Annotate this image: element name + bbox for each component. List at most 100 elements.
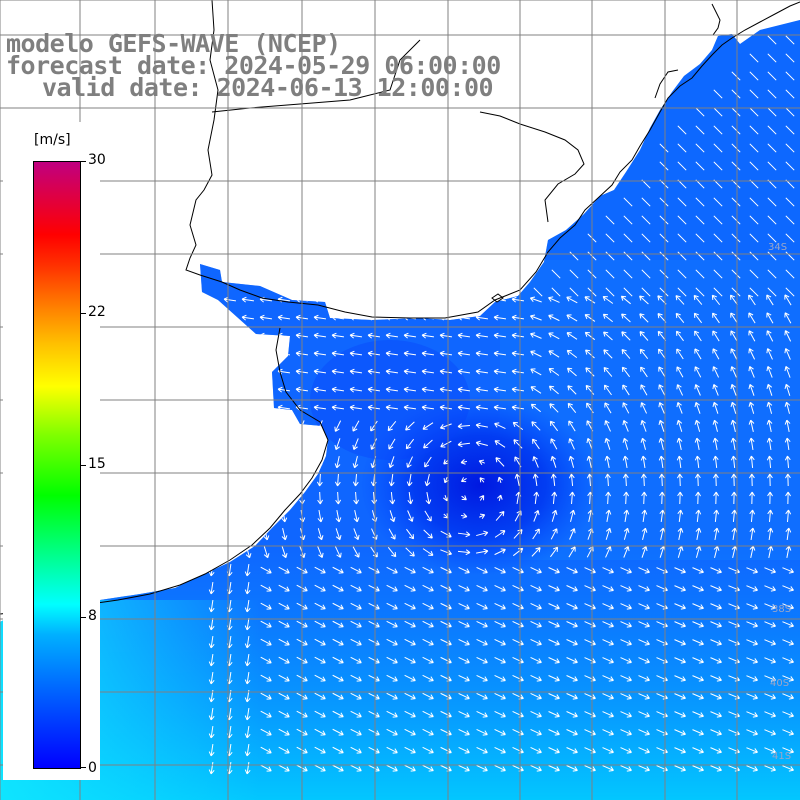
wind-arrow	[784, 312, 792, 324]
wind-arrow	[386, 638, 398, 646]
wind-arrow	[748, 419, 755, 432]
wind-arrow	[511, 332, 525, 339]
wind-arrow	[458, 746, 470, 754]
wind-arrow	[334, 456, 341, 469]
wind-arrow	[403, 296, 417, 303]
wind-arrow	[569, 528, 576, 540]
wind-arrow	[566, 349, 578, 358]
wind-arrow	[767, 53, 777, 63]
wind-arrow	[494, 728, 506, 736]
wind-arrow	[422, 422, 434, 430]
wind-arrow	[260, 710, 272, 718]
wind-arrow	[766, 455, 773, 469]
wind-arrow	[766, 401, 773, 414]
wind-arrow	[314, 764, 326, 772]
wind-arrow	[749, 233, 759, 243]
wind-arrow	[566, 332, 578, 340]
wind-arrow	[764, 585, 776, 592]
wind-arrow	[640, 366, 648, 378]
wind-arrow	[674, 585, 686, 592]
wind-arrow	[530, 675, 542, 682]
wind-arrow	[280, 438, 287, 451]
wind-arrow	[423, 529, 433, 539]
wind-arrow	[731, 197, 741, 207]
wind-arrow	[748, 312, 756, 324]
wind-arrow	[260, 566, 272, 574]
wind-arrow	[458, 566, 470, 574]
wind-arrow	[640, 384, 648, 396]
wind-arrow	[731, 269, 741, 279]
wind-arrow	[205, 368, 219, 375]
wind-arrow	[785, 125, 795, 135]
wind-arrow	[604, 473, 611, 487]
wind-arrow	[638, 675, 650, 682]
wind-arrow	[404, 692, 416, 700]
wind-arrow	[317, 528, 324, 541]
wind-arrow	[475, 332, 489, 339]
wind-arrow	[533, 510, 540, 522]
wind-arrow	[622, 455, 629, 468]
wind-arrow	[350, 566, 362, 574]
wind-arrow	[584, 296, 596, 304]
wind-arrow	[602, 621, 614, 628]
wind-arrow	[676, 419, 683, 432]
wind-arrow	[386, 584, 398, 592]
wind-arrow	[548, 693, 560, 700]
wind-arrow	[695, 233, 705, 243]
wind-arrow	[349, 368, 363, 375]
wind-arrow	[406, 528, 415, 540]
wind-arrow	[604, 455, 611, 468]
wind-arrow	[586, 455, 593, 468]
wind-arrow	[281, 491, 288, 505]
wind-arrow	[764, 693, 776, 700]
wind-arrow	[639, 295, 649, 305]
wind-arrow	[567, 402, 577, 413]
wind-arrow	[693, 294, 703, 305]
wind-arrow	[313, 314, 327, 321]
wind-arrow	[784, 455, 791, 469]
wind-arrow	[476, 746, 488, 754]
wind-arrow	[767, 215, 777, 225]
wind-arrow	[566, 296, 578, 304]
wind-arrow	[602, 729, 614, 736]
wind-arrow	[479, 477, 485, 483]
wind-arrow	[692, 711, 704, 718]
wind-arrow	[280, 473, 287, 487]
wind-arrow	[424, 456, 432, 468]
wind-arrow	[695, 527, 702, 540]
wind-arrow	[314, 584, 326, 592]
wind-arrow	[695, 545, 702, 558]
wind-arrow	[350, 674, 362, 682]
wind-arrow	[731, 125, 741, 135]
wind-arrow	[350, 602, 362, 610]
wind-arrow	[353, 510, 360, 523]
wind-arrow	[622, 384, 630, 396]
wind-arrow	[586, 437, 593, 450]
wind-arrow	[767, 269, 777, 279]
wind-arrow	[529, 296, 542, 303]
wind-arrow	[440, 764, 452, 772]
wind-arrow	[746, 747, 758, 754]
wind-arrow	[332, 656, 344, 664]
wind-arrow	[262, 455, 269, 469]
wind-arrow	[530, 350, 542, 358]
wind-arrow	[439, 404, 453, 411]
wind-arrow	[713, 89, 723, 99]
wind-arrow	[406, 456, 413, 468]
wind-arrow	[349, 350, 363, 357]
wind-arrow	[766, 330, 774, 342]
wind-arrow	[548, 332, 560, 340]
wind-arrow	[530, 711, 542, 718]
wind-arrow	[458, 656, 470, 664]
wind-arrow	[674, 621, 686, 628]
wind-arrow	[458, 692, 470, 700]
wind-arrow	[550, 438, 558, 450]
wind-arrow	[764, 711, 776, 718]
wind-arrow	[314, 728, 326, 736]
wind-arrow	[566, 747, 578, 754]
wind-arrow	[677, 161, 687, 171]
wind-arrow	[767, 233, 777, 243]
wind-arrow	[475, 296, 489, 303]
wind-arrow	[766, 366, 773, 378]
wind-arrow	[475, 386, 489, 393]
